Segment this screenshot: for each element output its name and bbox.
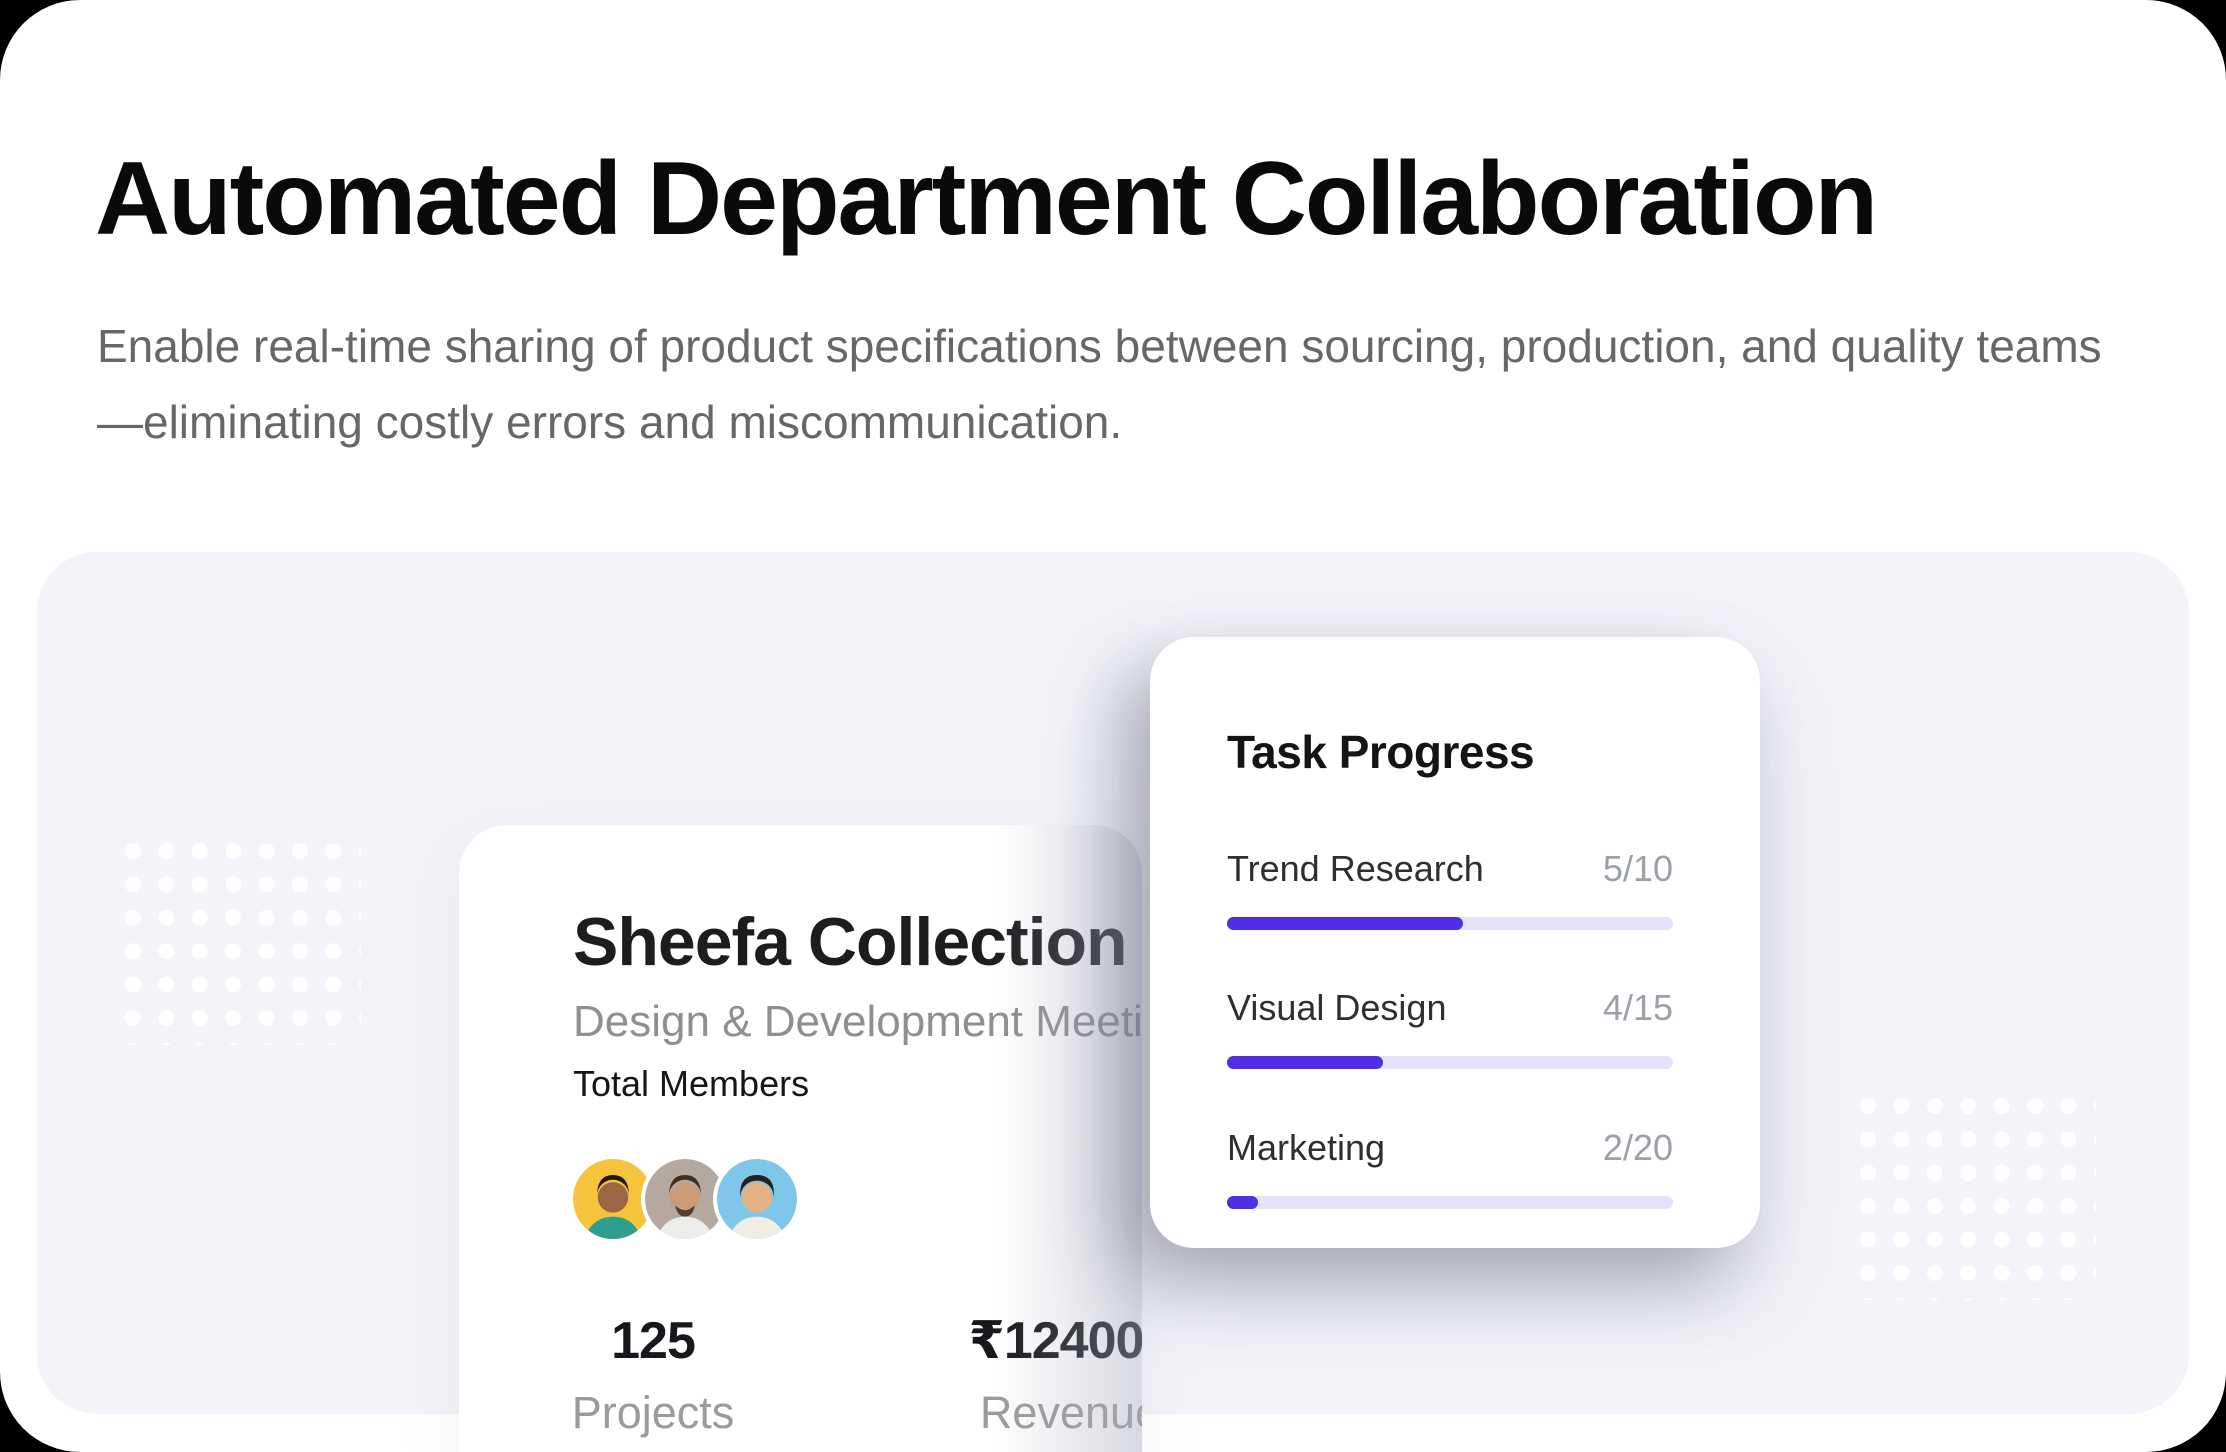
- progress-bar-track: [1227, 1196, 1673, 1209]
- project-subtitle: Design & Development Meeting: [573, 997, 1142, 1046]
- project-card: Sheefa Collection Design & Development M…: [459, 825, 1142, 1452]
- task-label: Visual Design: [1227, 987, 1447, 1028]
- showcase-panel: Sheefa Collection Design & Development M…: [37, 552, 2189, 1452]
- task-label: Trend Research: [1227, 848, 1484, 889]
- member-avatar-3: [713, 1155, 801, 1243]
- page-title: Automated Department Collaboration: [95, 140, 1878, 257]
- task-row-visual-design: Visual Design 4/15: [1227, 987, 1673, 1069]
- member-avatar-2: [641, 1155, 729, 1243]
- person-icon: [573, 1159, 653, 1239]
- progress-bar-fill: [1227, 1196, 1259, 1209]
- stat-projects: 125 Projects: [533, 1311, 773, 1439]
- person-icon: [645, 1159, 725, 1239]
- stat-projects-label: Projects: [571, 1387, 735, 1438]
- progress-bar-fill: [1227, 1056, 1384, 1069]
- task-row-marketing: Marketing 2/20: [1227, 1127, 1673, 1209]
- project-title: Sheefa Collection: [573, 904, 1128, 980]
- card-shadow-fade: [992, 825, 1142, 1452]
- stat-revenue-value: ₹124000: [930, 1311, 1142, 1371]
- task-progress-card: Task Progress Trend Research 5/10 Visual…: [1150, 637, 1760, 1248]
- task-card-title: Task Progress: [1227, 726, 1535, 778]
- member-avatars: [569, 1155, 801, 1243]
- page-subtitle: Enable real-time sharing of product spec…: [97, 320, 2102, 448]
- person-icon: [717, 1159, 797, 1239]
- task-row-trend-research: Trend Research 5/10: [1227, 848, 1673, 930]
- progress-bar-track: [1227, 917, 1673, 930]
- total-members-label: Total Members: [573, 1063, 810, 1104]
- task-value: 5/10: [1602, 848, 1673, 889]
- stat-revenue: ₹124000 Revenue: [930, 1311, 1142, 1439]
- stat-revenue-label: Revenue: [930, 1387, 1142, 1439]
- task-value: 2/20: [1602, 1127, 1673, 1168]
- progress-bar-track: [1227, 1056, 1673, 1069]
- task-label: Marketing: [1227, 1127, 1386, 1168]
- dots-pattern-left: [125, 843, 361, 1045]
- dots-pattern-right: [1860, 1098, 2096, 1300]
- progress-bar-fill: [1227, 917, 1464, 930]
- task-value: 4/15: [1602, 987, 1673, 1028]
- stat-projects-value: 125: [611, 1312, 696, 1370]
